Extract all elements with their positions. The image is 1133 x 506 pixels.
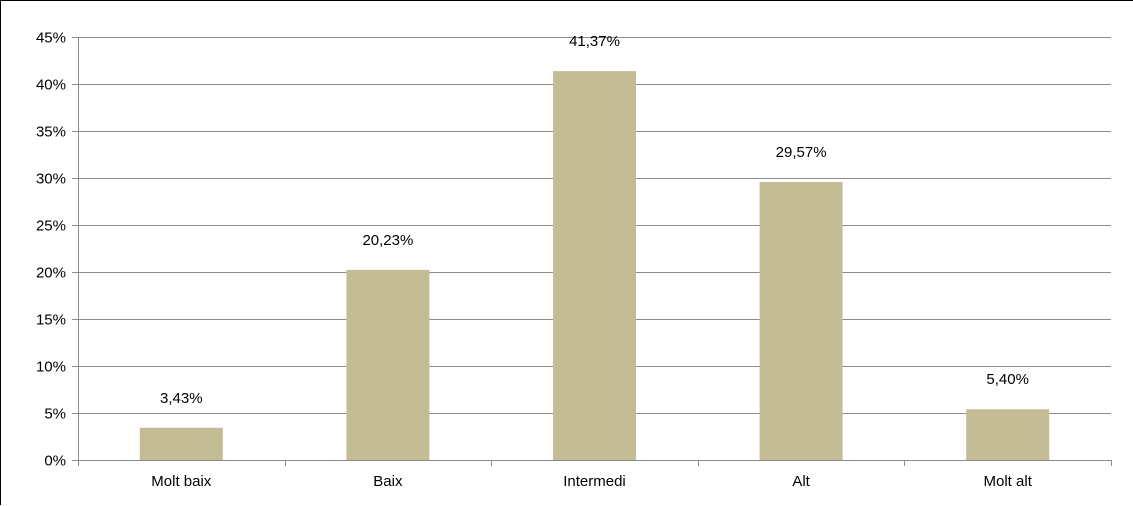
x-tick-label: Intermedi xyxy=(563,473,626,490)
y-tick-label: 5% xyxy=(44,406,66,423)
y-tick-label: 15% xyxy=(36,312,66,329)
bar xyxy=(346,269,430,460)
bar xyxy=(759,182,843,461)
bar xyxy=(139,427,223,460)
data-label: 41,37% xyxy=(569,33,620,50)
x-tick-label: Baix xyxy=(373,473,403,490)
bar xyxy=(553,71,636,460)
bar xyxy=(966,409,1050,460)
y-tick-label: 10% xyxy=(36,359,66,376)
data-label: 29,57% xyxy=(776,144,827,161)
y-tick-label: 30% xyxy=(36,171,66,188)
y-tick-label: 40% xyxy=(36,77,66,94)
data-label: 3,43% xyxy=(160,390,203,407)
y-tick-label: 35% xyxy=(36,124,66,141)
y-tick-label: 25% xyxy=(36,218,66,235)
y-tick-label: 45% xyxy=(36,30,66,47)
x-tick-label: Molt alt xyxy=(984,473,1033,490)
x-tick-label: Alt xyxy=(792,473,810,490)
y-tick-label: 20% xyxy=(36,265,66,282)
y-tick-label: 0% xyxy=(44,453,66,470)
data-label: 20,23% xyxy=(362,232,413,249)
x-tick-label: Molt baix xyxy=(151,473,212,490)
data-label: 5,40% xyxy=(986,371,1029,388)
